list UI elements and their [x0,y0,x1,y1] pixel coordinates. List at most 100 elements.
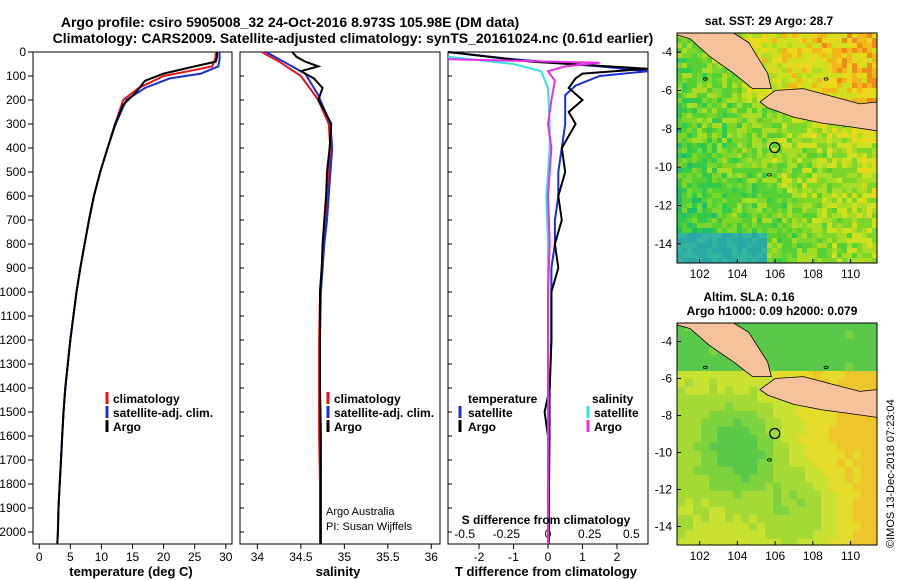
heatmap-cell [772,33,778,39]
heatmap-cell [677,427,686,436]
heatmap-cell [857,228,863,234]
heatmap-cell [765,411,774,420]
heatmap-cell [817,63,823,69]
heatmap-cell [767,123,773,129]
heatmap-cell [737,93,743,99]
heatmap-cell [712,173,718,179]
heatmap-cell [817,133,823,139]
heatmap-cell [772,58,778,64]
heatmap-cell [812,258,818,263]
heatmap-cell [812,128,818,134]
map-x-tick-label: 104 [727,549,747,563]
heatmap-cell [697,223,703,229]
heatmap-cell [737,123,743,129]
heatmap-cell [842,183,848,189]
heatmap-cell [857,38,863,44]
heatmap-cell [789,459,798,468]
heatmap-cell [692,258,698,263]
heatmap-cell [682,223,688,229]
heatmap-cell [792,198,798,204]
heatmap-cell [701,443,710,452]
heatmap-cell [847,218,853,224]
heatmap-cell [737,178,743,184]
heatmap-cell [872,183,877,189]
heatmap-cell [702,103,708,109]
heatmap-cell [805,451,814,460]
heatmap-cell [757,419,766,428]
difference-series [447,51,649,545]
heatmap-cell [861,451,870,460]
heatmap-cell [847,63,853,69]
heatmap-cell [782,48,788,54]
heatmap-cell [797,507,806,516]
heatmap-cell [725,371,734,380]
heatmap-cell [677,258,683,263]
salinity-x-axis: 34 34.5 35 35.5 36 [240,51,438,564]
heatmap-cell [829,483,838,492]
heatmap-cell [709,467,718,476]
heatmap-cell [702,188,708,194]
heatmap-cell [773,475,782,484]
island [823,77,829,81]
heatmap-cell [702,148,708,154]
heatmap-cell [702,138,708,144]
heatmap-cell [813,371,822,380]
heatmap-cell [782,258,788,263]
heatmap-cell [782,188,788,194]
map-y-tick-label: -14 [655,520,673,534]
heatmap-cell [677,138,683,144]
heatmap-cell [832,88,838,94]
heatmap-cell [692,93,698,99]
heatmap-cell [722,128,728,134]
heatmap-cell [787,238,793,244]
heatmap-cell [772,243,778,249]
heatmap-cell [777,193,783,199]
heatmap-cell [852,188,858,194]
heatmap-cell [677,43,683,49]
heatmap-cell [767,68,773,74]
y-tick-label: 300 [6,117,26,131]
heatmap-cell [765,515,774,524]
heatmap-cell [852,183,858,189]
heatmap-cell [757,515,766,524]
heatmap-cell [693,427,702,436]
heatmap-cell [807,258,813,263]
heatmap-cell [722,178,728,184]
heatmap-cell [717,128,723,134]
heatmap-cell [687,113,693,119]
heatmap-cell [852,173,858,179]
heatmap-cell [812,243,818,249]
heatmap-cell [781,435,790,444]
heatmap-cell [872,238,877,244]
heatmap-cell [797,523,806,532]
heatmap-cell [757,103,763,109]
heatmap-cell [782,38,788,44]
heatmap-cell [702,128,708,134]
heatmap-cell [777,138,783,144]
heatmap-cell [702,153,708,159]
heatmap-cell [701,491,710,500]
heatmap-cell [822,163,828,169]
heatmap-cell [701,347,710,356]
heatmap-cell [872,218,877,224]
heatmap-cell [687,123,693,129]
heatmap-cell [707,108,713,114]
heatmap-cell [722,223,728,229]
heatmap-cell [677,58,683,64]
island [823,365,829,369]
heatmap-cell [777,168,783,174]
heatmap-cell [812,138,818,144]
heatmap-cell [787,168,793,174]
heatmap-cell [772,178,778,184]
heatmap-cell [845,531,854,540]
heatmap-cell [847,173,853,179]
heatmap-cell [822,228,828,234]
heatmap-cell [757,507,766,516]
heatmap-cell [782,208,788,214]
map-y-tick-label: -10 [655,446,673,460]
heatmap-cell [727,138,733,144]
heatmap-cell [767,88,773,94]
heatmap-cell [697,248,703,254]
heatmap-cell [702,208,708,214]
heatmap-cell [727,243,733,249]
